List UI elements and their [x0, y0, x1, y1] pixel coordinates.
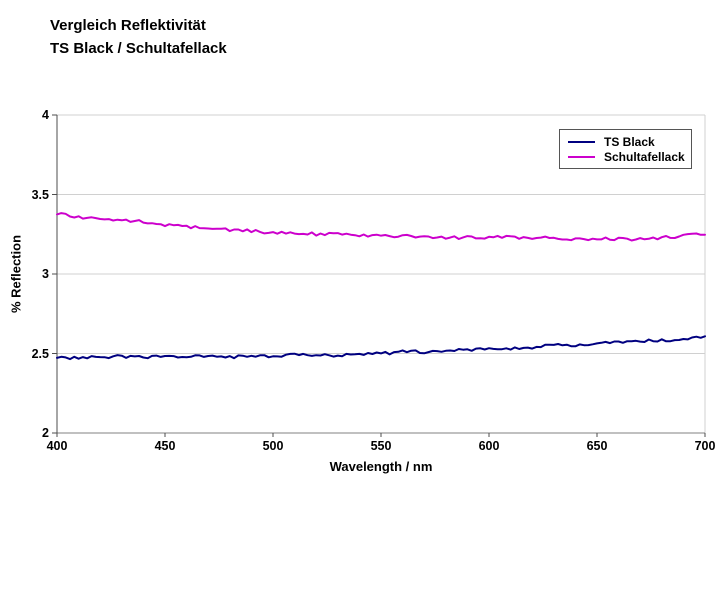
legend-line-swatch	[568, 155, 595, 158]
x-tick-label: 650	[586, 439, 608, 453]
x-axis-title: Wavelength / nm	[329, 459, 433, 474]
y-tick-label: 4	[42, 108, 49, 122]
chart-title-line1: Vergleich Reflektivität	[50, 17, 206, 34]
legend-label: Schultafellack	[604, 149, 685, 164]
chart-title: Vergleich Reflektivität TS Black / Schul…	[50, 14, 227, 60]
x-tick-label: 450	[154, 439, 176, 453]
legend-item: Schultafellack	[568, 149, 691, 164]
legend-item: TS Black	[568, 134, 691, 149]
legend-label: TS Black	[604, 134, 655, 149]
x-tick-label: 550	[370, 439, 392, 453]
legend: TS Black Schultafellack	[559, 129, 692, 169]
legend-line-swatch	[568, 140, 595, 143]
y-tick-label: 3.5	[31, 187, 49, 202]
y-tick-label: 2.5	[31, 346, 49, 361]
x-tick-label: 500	[262, 439, 284, 453]
y-axis-title: % Reflection	[8, 234, 24, 314]
y-tick-label: 3	[42, 267, 49, 281]
x-tick-label: 700	[694, 439, 716, 453]
plot-canvas	[52, 114, 706, 437]
x-tick-label: 600	[478, 439, 500, 453]
y-tick-label: 2	[42, 426, 49, 440]
x-tick-label: 400	[46, 439, 68, 453]
chart-title-line2: TS Black / Schultafellack	[50, 40, 227, 57]
